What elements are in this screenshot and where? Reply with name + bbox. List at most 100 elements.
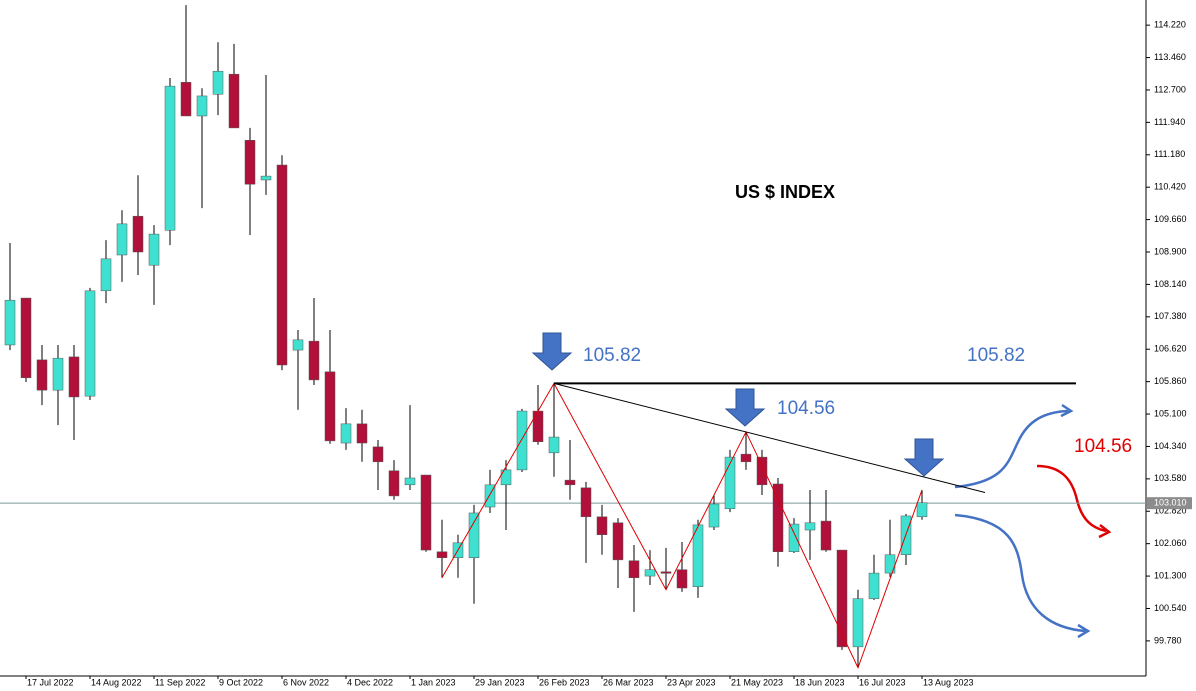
x-tick-label: 13 Aug 2023 (923, 677, 974, 687)
y-tick-label: 103.580 (1154, 473, 1187, 483)
candle-body (340, 423, 352, 444)
arrows (531, 332, 945, 477)
candle-body (420, 474, 432, 551)
candle-body (84, 290, 96, 397)
annotation: 104.56 (1074, 436, 1132, 457)
x-tick-label: 16 Jul 2023 (859, 677, 906, 687)
x-tick-label: 11 Sep 2022 (155, 677, 205, 687)
x-tick-label: 6 Nov 2022 (283, 677, 329, 687)
x-tick-label: 26 Mar 2023 (603, 677, 654, 687)
trendline (553, 382, 986, 493)
y-tick-label: 111.940 (1154, 117, 1185, 127)
candle-body (820, 520, 832, 551)
candle-body (916, 502, 928, 518)
candle-body (164, 85, 176, 231)
candle-body (564, 479, 576, 486)
chart-title: US $ INDEX (735, 182, 835, 202)
annotation: 105.82 (967, 345, 1025, 366)
x-tick-label: 21 May 2023 (731, 677, 783, 687)
arrow-head (1060, 403, 1074, 418)
candle-body (180, 82, 192, 117)
candle-body (196, 95, 208, 117)
candle-body (228, 73, 240, 129)
x-tick-label: 14 Aug 2022 (91, 677, 142, 687)
y-tick-label: 105.100 (1154, 408, 1187, 418)
candle-body (788, 523, 800, 553)
y-tick-label: 109.660 (1154, 214, 1187, 224)
candle-body (724, 456, 736, 509)
arrow-head (1077, 623, 1091, 639)
current-price-box (1147, 497, 1192, 510)
alt-scenario (1036, 464, 1107, 533)
current-price-label: 103.010 (1154, 498, 1187, 508)
y-tick-label: 113.460 (1154, 52, 1186, 62)
y-tick-label: 102.820 (1154, 506, 1187, 516)
y-tick-label: 102.060 (1154, 538, 1187, 548)
candle-body (468, 512, 480, 558)
y-tick-label: 104.340 (1154, 441, 1187, 451)
candle-body (356, 423, 368, 444)
candle-body (692, 524, 704, 587)
down-arrow (531, 332, 573, 371)
candle-body (276, 164, 288, 366)
candle-body (4, 299, 16, 346)
candle-body (532, 410, 544, 443)
candle-body (260, 175, 272, 181)
zigzag (441, 382, 923, 670)
y-tick-label: 106.620 (1154, 344, 1187, 354)
y-tick-label: 99.780 (1154, 635, 1182, 645)
y-tick-label: 107.380 (1154, 311, 1187, 321)
candle-body (52, 357, 64, 391)
x-tick-label: 18 Jun 2023 (795, 677, 845, 687)
candle-body (868, 572, 880, 599)
candle-body (596, 516, 608, 535)
x-tick-label: 4 Dec 2022 (347, 677, 393, 687)
candle-body (308, 340, 320, 381)
candle-body (212, 70, 224, 95)
candle-body (292, 339, 304, 351)
arrow-head (1098, 524, 1112, 539)
scenario-arrows (954, 403, 1112, 639)
candle-body (612, 522, 624, 561)
x-tick-label: 9 Oct 2022 (219, 677, 263, 687)
candle-body (388, 470, 400, 497)
candle-body (580, 487, 592, 518)
candle-body (852, 598, 864, 648)
candle-body (676, 569, 688, 589)
x-tick-label: 26 Feb 2023 (539, 677, 590, 687)
candle-body (372, 446, 384, 463)
candle-body (740, 453, 752, 463)
candle-body (836, 549, 848, 648)
up-scenario (954, 409, 1069, 489)
candle-body (148, 233, 160, 266)
candle-body (484, 484, 496, 508)
y-tick-label: 105.860 (1154, 376, 1187, 386)
candle-body (804, 522, 816, 531)
down-arrow (724, 388, 766, 427)
x-tick-label: 23 Apr 2023 (667, 677, 716, 687)
candle-body (100, 258, 112, 292)
candle-body (436, 551, 448, 558)
candle-body (36, 359, 48, 391)
y-tick-label: 112.700 (1154, 84, 1186, 94)
y-tick-label: 111.180 (1154, 149, 1185, 159)
down-arrow (903, 438, 945, 477)
y-tick-label: 108.140 (1154, 279, 1187, 289)
annotation: 105.82 (583, 345, 641, 366)
y-tick-label: 100.540 (1154, 603, 1187, 613)
candle-body (644, 569, 656, 577)
candle-body (516, 410, 528, 471)
y-tick-label: 108.900 (1154, 246, 1187, 256)
annotation: 104.56 (777, 398, 835, 419)
y-tick-label: 101.300 (1154, 570, 1187, 580)
down-scenario (954, 513, 1086, 633)
candle-body (244, 140, 256, 185)
candle-body (20, 297, 32, 379)
candle-body (404, 477, 416, 486)
y-tick-label: 114.220 (1154, 20, 1186, 30)
candle-body (132, 215, 144, 253)
candle-body (68, 356, 80, 398)
y-tick-label: 110.420 (1154, 182, 1186, 192)
candle-body (116, 223, 128, 256)
